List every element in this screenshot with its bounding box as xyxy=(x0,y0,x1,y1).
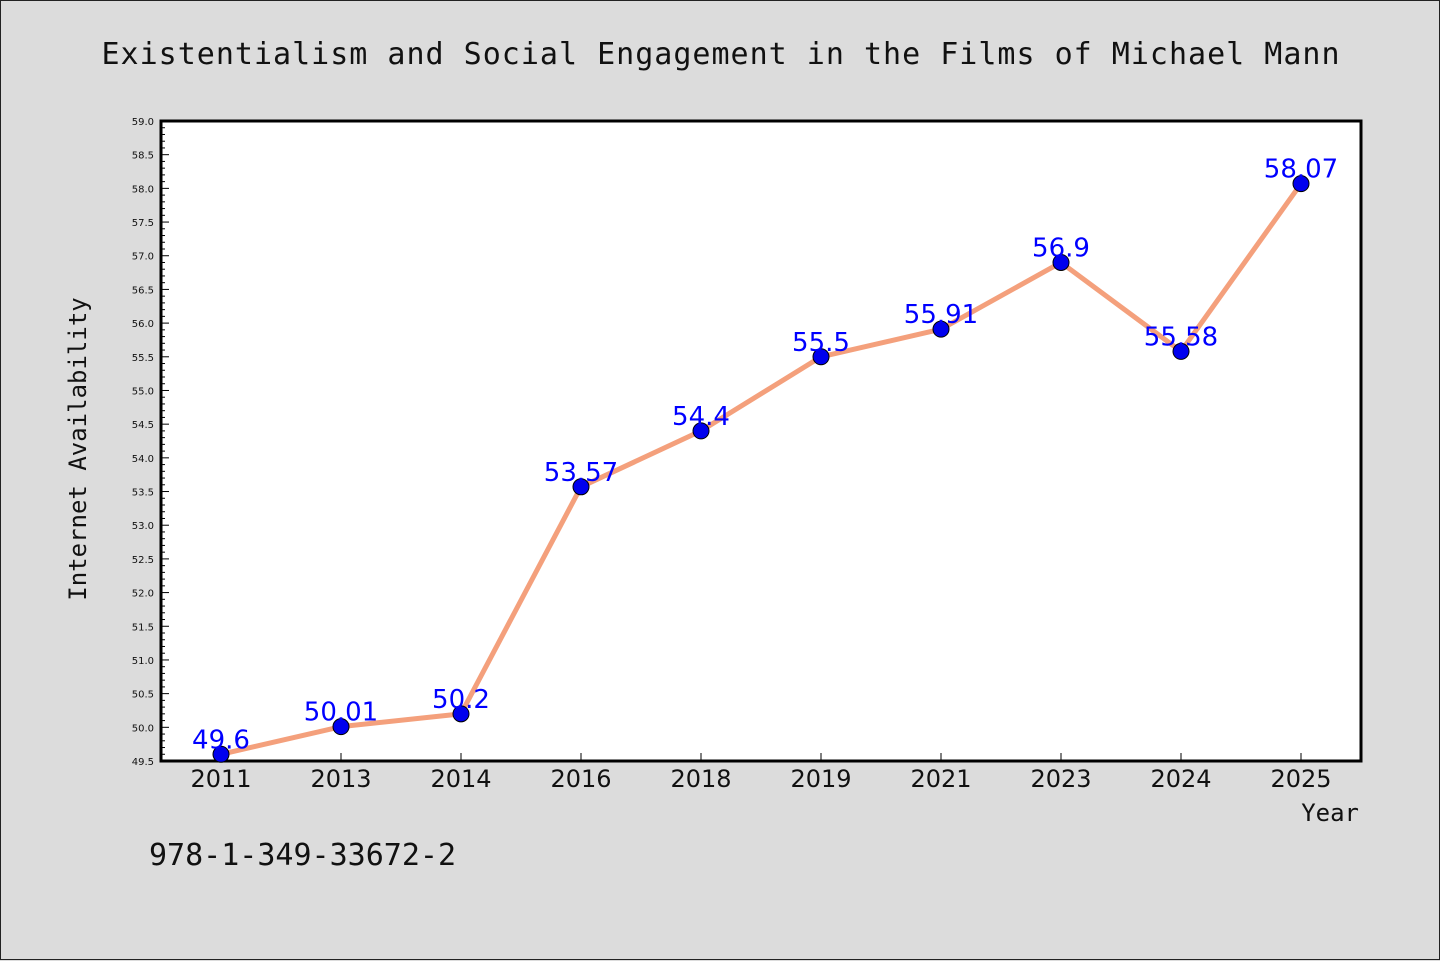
data-point-label: 55.5 xyxy=(792,328,850,358)
y-tick-label: 56.0 xyxy=(132,319,154,330)
data-point xyxy=(332,718,350,736)
data-point-label: 53.57 xyxy=(544,458,618,488)
x-tick-label: 2025 xyxy=(1270,765,1331,793)
y-tick-label: 49.5 xyxy=(132,757,154,768)
data-point-label: 50.2 xyxy=(432,685,490,715)
y-tick-label: 55.0 xyxy=(132,386,154,397)
x-tick-label: 2016 xyxy=(550,765,611,793)
x-axis-label: Year xyxy=(1301,799,1359,827)
x-tick-label: 2019 xyxy=(790,765,851,793)
data-point-label: 58.07 xyxy=(1264,155,1338,185)
y-tick-label: 50.5 xyxy=(132,690,154,701)
data-point xyxy=(452,705,470,723)
y-tick-label: 56.5 xyxy=(132,285,154,296)
data-point xyxy=(932,320,950,338)
x-tick-label: 2018 xyxy=(670,765,731,793)
series-markers xyxy=(212,175,1310,763)
isbn-footer: 978-1-349-33672-2 xyxy=(149,838,456,873)
data-point xyxy=(812,348,830,366)
data-point xyxy=(572,478,590,496)
y-tick-label: 58.0 xyxy=(132,184,154,195)
y-tick-label: 50.0 xyxy=(132,723,154,734)
data-point-label: 55.58 xyxy=(1144,322,1218,352)
x-tick-label: 2023 xyxy=(1030,765,1091,793)
data-point xyxy=(212,745,230,763)
data-point xyxy=(1292,175,1310,193)
data-point-label: 50.01 xyxy=(304,698,378,728)
y-axis-ticks: 49.5 50.0 50.5 51.0 51.5 52.0 52.5 53.0 53.5 54.0… xyxy=(132,117,169,768)
x-tick-label: 2014 xyxy=(430,765,491,793)
y-tick-label: 57.5 xyxy=(132,218,154,229)
y-tick-label: 59.0 xyxy=(132,117,154,128)
data-point xyxy=(1172,342,1190,360)
chart-title: Existentialism and Social Engagement in … xyxy=(102,37,1341,72)
series-line xyxy=(220,182,1304,757)
y-tick-label: 52.5 xyxy=(132,555,154,566)
y-tick-label: 51.5 xyxy=(132,622,154,633)
y-axis-label: Internet Availability xyxy=(64,297,92,600)
y-tick-label: 53.5 xyxy=(132,488,154,499)
y-tick-label: 54.5 xyxy=(132,420,154,431)
data-point-label: 49.6 xyxy=(192,725,250,755)
x-tick-label: 2011 xyxy=(190,765,251,793)
y-tick-label: 53.0 xyxy=(132,521,154,532)
data-point-label: 56.9 xyxy=(1032,233,1090,263)
y-tick-label: 54.0 xyxy=(132,454,154,465)
plot-area xyxy=(159,119,1363,763)
x-tick-label: 2013 xyxy=(310,765,371,793)
y-tick-label: 58.5 xyxy=(132,151,154,162)
y-tick-label: 55.5 xyxy=(132,353,154,364)
y-tick-label: 52.0 xyxy=(132,589,154,600)
y-tick-label: 57.0 xyxy=(132,252,154,263)
data-point xyxy=(1052,253,1070,271)
data-point xyxy=(692,422,710,440)
x-tick-label: 2021 xyxy=(910,765,971,793)
data-point-label: 55.91 xyxy=(904,300,978,330)
x-axis-ticks: 2011 2013 2014 2016 2018 2019 2021 2023 2024 2025 xyxy=(190,753,1332,793)
data-labels: 49.6 50.01 50.2 53.57 54.4 55.5 55.91 56.9 55.58… xyxy=(192,155,1338,756)
y-tick-label: 51.0 xyxy=(132,656,154,667)
x-tick-label: 2024 xyxy=(1150,765,1211,793)
data-point-label: 54.4 xyxy=(672,402,730,432)
